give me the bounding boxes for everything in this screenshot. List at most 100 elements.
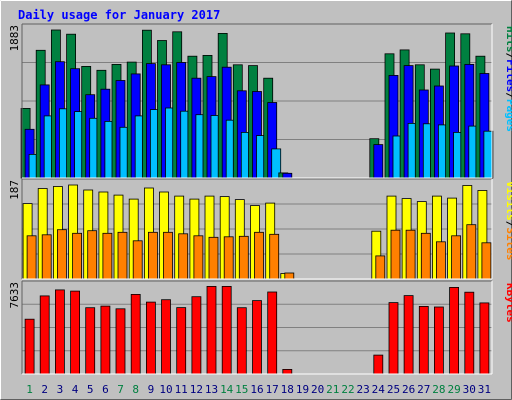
kbytes-bar <box>115 308 126 375</box>
day-label: 26 <box>402 383 415 396</box>
day-label: 28 <box>432 383 445 396</box>
legend-separator: / <box>504 92 512 99</box>
day-label: 6 <box>102 383 109 396</box>
sites-bar <box>466 224 477 280</box>
kbytes-bar <box>176 307 187 375</box>
day-label: 16 <box>250 383 263 396</box>
kbytes-bar <box>221 285 232 375</box>
sites-bar <box>117 231 128 280</box>
kbytes-bar <box>464 291 475 375</box>
kbytes-bar <box>24 318 35 375</box>
day-label: 21 <box>326 383 339 396</box>
sites-bar <box>163 231 173 280</box>
kbytes-bar <box>433 306 444 375</box>
day-label: 2 <box>41 383 48 396</box>
kbytes-bar <box>282 368 293 375</box>
kbytes-bar <box>85 307 96 375</box>
day-label: 10 <box>159 383 172 396</box>
day-label: 27 <box>417 383 430 396</box>
sites-bar <box>26 235 37 280</box>
kbytes-bar <box>161 299 171 375</box>
sites-bar <box>132 240 143 280</box>
kbytes-ymax-label: 7633 <box>8 282 21 309</box>
legend-files: Files <box>504 59 512 92</box>
kbytes-bar <box>403 295 414 375</box>
day-label: 3 <box>57 383 64 396</box>
kbytes-bar <box>479 302 490 375</box>
sites-bar <box>208 236 219 280</box>
legend-separator: / <box>504 53 512 60</box>
legend-pages: Pages <box>504 99 512 132</box>
day-label: 1 <box>26 383 33 396</box>
chart-title: Daily usage for January 2017 <box>18 8 220 22</box>
kbytes-bar <box>145 301 156 375</box>
sites-bar <box>481 242 492 280</box>
sites-bar <box>375 255 386 280</box>
day-label: 7 <box>117 383 124 396</box>
sites-bar <box>254 231 264 280</box>
kbytes-bar <box>39 295 50 375</box>
day-label: 12 <box>190 383 203 396</box>
sites-bar <box>269 233 280 280</box>
sites-bar <box>238 235 249 280</box>
sites-bar <box>223 236 234 280</box>
day-label: 23 <box>356 383 369 396</box>
legend-sites: Sites <box>504 227 512 260</box>
legend-separator: / <box>504 221 512 228</box>
sites-bar <box>435 241 446 280</box>
panels-group: 1883Hits/Files/Pages187Visits/Sites7633K… <box>8 23 512 375</box>
sites-bar <box>57 229 67 280</box>
day-label: 31 <box>478 383 491 396</box>
day-label: 9 <box>148 383 155 396</box>
day-label: 20 <box>311 383 324 396</box>
day-labels-group: 1 2 3 4 5 6 7 8 9 10 11 12 13 14 15 16 17 18 19 20 21 22 23 24 2… <box>26 383 491 396</box>
sites-bar <box>41 234 52 280</box>
kbytes-bar <box>252 300 262 375</box>
day-label: 30 <box>463 383 476 396</box>
kbytes-bar <box>55 289 65 375</box>
sites-bar <box>420 232 431 280</box>
files-bar <box>282 172 293 179</box>
legend-hits: Hits <box>504 26 512 53</box>
sites-bar <box>178 233 189 280</box>
kbytes-bar <box>373 354 384 375</box>
kbytes-bar <box>130 293 141 375</box>
day-label: 11 <box>175 383 188 396</box>
files-bar <box>373 144 384 179</box>
kbytes-bar <box>267 291 278 375</box>
day-label: 24 <box>372 383 386 396</box>
sites-bar <box>284 272 295 280</box>
day-label: 29 <box>447 383 460 396</box>
day-label: 18 <box>281 383 294 396</box>
kbytes-bar <box>388 302 399 375</box>
kbytes-bar <box>418 305 429 375</box>
kbytes-bar <box>70 290 80 375</box>
day-label: 19 <box>296 383 309 396</box>
hits-legend-label: Hits/Files/Pages <box>504 26 512 132</box>
kbytes-bar <box>206 285 217 375</box>
day-label: 8 <box>132 383 139 396</box>
day-label: 22 <box>341 383 354 396</box>
sites-bar <box>405 229 416 280</box>
sites-bar <box>87 230 98 280</box>
day-label: 4 <box>72 383 79 396</box>
day-label: 13 <box>205 383 218 396</box>
sites-bar <box>72 232 82 280</box>
sites-bar <box>147 231 158 280</box>
visits-ymax-label: 187 <box>8 180 21 200</box>
day-label: 14 <box>220 383 234 396</box>
kbytes-bar <box>100 305 111 375</box>
day-label: 15 <box>235 383 248 396</box>
legend-visits: Visits <box>504 181 512 221</box>
kbytes-legend-label: KBytes <box>504 283 512 323</box>
hits-ymax-label: 1883 <box>8 25 21 52</box>
kbytes-bar <box>449 286 460 375</box>
day-label: 5 <box>87 383 94 396</box>
legend-kbytes: KBytes <box>504 283 512 323</box>
kbytes-bar <box>236 307 247 375</box>
day-label: 17 <box>266 383 279 396</box>
kbytes-bar <box>191 296 202 375</box>
sites-bar <box>102 232 113 280</box>
sites-bar <box>193 235 204 280</box>
day-label: 25 <box>387 383 400 396</box>
